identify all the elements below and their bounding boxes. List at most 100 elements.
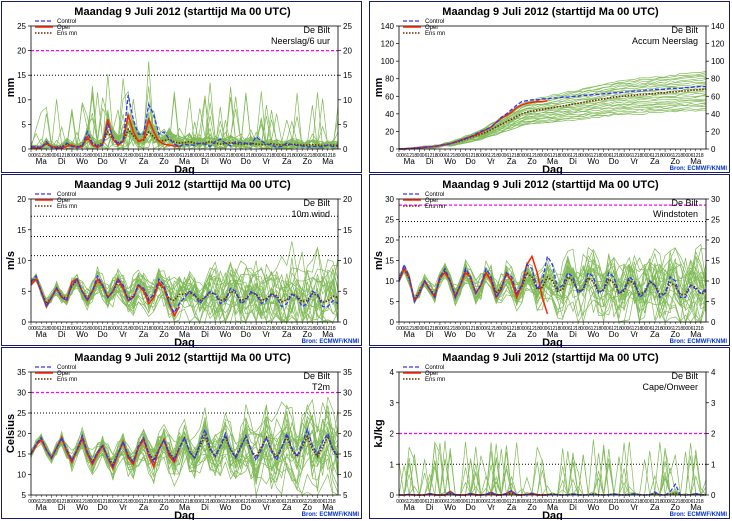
- x-hour-label: 06: [667, 153, 673, 159]
- variable-label: 10m wind: [291, 209, 330, 219]
- x-hour-label: 06: [156, 153, 162, 159]
- x-hour-label: 18: [330, 153, 336, 159]
- x-hour-label: 06: [606, 499, 612, 505]
- x-hour-label: 18: [473, 326, 479, 332]
- y-tick-label: 25: [343, 409, 352, 418]
- chart-title: Maandag 9 Juli 2012 (starttijd Ma 00 UTC…: [442, 352, 659, 364]
- x-day-label: Zo: [159, 503, 169, 512]
- x-hour-label: 12: [468, 153, 474, 159]
- y-tick-label: 10: [343, 471, 352, 480]
- x-hour-label: 00: [110, 499, 116, 505]
- y-tick-label: 3: [711, 399, 716, 408]
- x-hour-label: 00: [110, 153, 116, 159]
- ensemble-member-line: [399, 448, 707, 496]
- x-hour-label: 00: [539, 499, 545, 505]
- x-hour-label: 12: [570, 326, 576, 332]
- x-hour-label: 06: [33, 153, 39, 159]
- x-hour-label: 18: [534, 326, 540, 332]
- chart-svg: Maandag 9 Juli 2012 (starttijd Ma 00 UTC…: [373, 6, 727, 174]
- legend-label: Ens mn: [425, 377, 445, 383]
- y-tick-label: 25: [343, 22, 352, 31]
- x-hour-label: 00: [253, 326, 259, 332]
- x-hour-label: 06: [197, 326, 203, 332]
- x-hour-label: 18: [187, 326, 193, 332]
- x-hour-label: 18: [44, 326, 50, 332]
- x-hour-label: 00: [417, 326, 423, 332]
- x-hour-label: 06: [238, 326, 244, 332]
- x-hour-label: 00: [458, 153, 464, 159]
- x-hour-label: 18: [453, 153, 459, 159]
- x-hour-label: 12: [652, 326, 658, 332]
- x-hour-label: 06: [95, 153, 101, 159]
- x-day-label: Za: [139, 330, 149, 339]
- chart-svg: Maandag 9 Juli 2012 (starttijd Ma 00 UTC…: [5, 179, 359, 347]
- x-day-label: Do: [609, 157, 620, 166]
- x-hour-label: 00: [478, 153, 484, 159]
- x-hour-label: 18: [64, 326, 70, 332]
- x-hour-label: 06: [647, 326, 653, 332]
- x-hour-label: 12: [693, 499, 699, 505]
- ensemble-member-line: [398, 99, 707, 150]
- y-tick-label: 10: [385, 277, 394, 286]
- x-day-label: Di: [201, 330, 209, 339]
- x-hour-label: 18: [412, 153, 418, 159]
- x-hour-label: 12: [202, 499, 208, 505]
- y-tick-label: 5: [343, 287, 348, 296]
- y-tick-label: 10: [17, 257, 26, 266]
- series-line-control: [30, 94, 339, 149]
- x-hour-label: 06: [218, 499, 224, 505]
- ensemble-member-line: [399, 103, 707, 150]
- x-day-label: Zo: [527, 503, 537, 512]
- x-hour-label: 12: [509, 153, 515, 159]
- ensemble-member-line: [30, 86, 339, 150]
- x-hour-label: 06: [524, 499, 530, 505]
- x-hour-label: 12: [468, 326, 474, 332]
- x-hour-label: 06: [545, 153, 551, 159]
- x-day-label: Ma: [404, 157, 416, 166]
- x-hour-label: 12: [529, 499, 535, 505]
- x-hour-label: 18: [412, 499, 418, 505]
- x-hour-label: 00: [192, 499, 198, 505]
- x-day-label: Za: [650, 157, 660, 166]
- location-label: De Bilt: [303, 198, 330, 208]
- x-hour-label: 06: [238, 499, 244, 505]
- x-day-label: Ma: [322, 330, 334, 339]
- x-hour-label: 18: [289, 326, 295, 332]
- x-hour-label: 12: [141, 326, 147, 332]
- x-hour-label: 18: [228, 326, 234, 332]
- y-tick-label: 140: [381, 22, 395, 31]
- x-hour-label: 06: [504, 153, 510, 159]
- x-hour-label: 12: [611, 499, 617, 505]
- x-hour-label: 00: [171, 153, 177, 159]
- x-hour-label: 06: [688, 326, 694, 332]
- x-hour-label: 00: [683, 499, 689, 505]
- x-hour-label: 00: [131, 499, 137, 505]
- x-hour-label: 00: [151, 153, 157, 159]
- ensemble-member-line: [399, 441, 707, 496]
- x-hour-label: 06: [422, 499, 428, 505]
- ensemble-member-line: [399, 448, 707, 496]
- x-hour-label: 12: [284, 153, 290, 159]
- x-hour-label: 18: [64, 153, 70, 159]
- x-hour-label: 00: [315, 153, 321, 159]
- x-hour-label: 06: [483, 499, 489, 505]
- x-hour-label: 00: [233, 326, 239, 332]
- x-hour-label: 12: [59, 326, 65, 332]
- location-label: De Bilt: [671, 25, 698, 35]
- x-hour-label: 06: [586, 326, 592, 332]
- x-hour-label: 12: [264, 153, 270, 159]
- x-day-label: Wo: [444, 503, 456, 512]
- x-hour-label: 06: [483, 326, 489, 332]
- x-hour-label: 06: [136, 499, 142, 505]
- x-day-label: Ma: [404, 330, 416, 339]
- x-hour-label: 06: [688, 153, 694, 159]
- x-hour-label: 06: [442, 326, 448, 332]
- y-tick-label: 120: [711, 40, 725, 49]
- x-hour-label: 06: [586, 153, 592, 159]
- legend-label: Oper: [425, 25, 438, 31]
- x-hour-label: 18: [575, 153, 581, 159]
- x-hour-label: 18: [493, 153, 499, 159]
- x-hour-label: 00: [253, 153, 259, 159]
